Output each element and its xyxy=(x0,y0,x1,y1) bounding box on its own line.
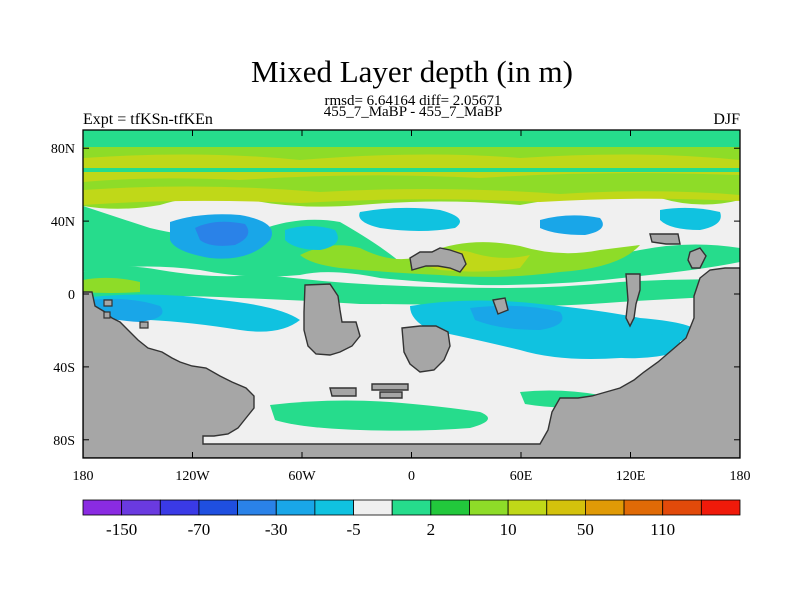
y-tick-label: 80S xyxy=(53,434,75,449)
land-asia-strip xyxy=(625,273,641,328)
land-island-south-3 xyxy=(379,391,403,399)
x-tick-label: 60W xyxy=(288,469,316,484)
y-tick-label: 0 xyxy=(68,288,75,303)
colorbar-swatch xyxy=(546,499,586,516)
colorbar-swatch xyxy=(82,499,123,516)
colorbar-swatch xyxy=(198,499,238,516)
land-island-japan xyxy=(687,247,707,269)
colorbar-swatch xyxy=(391,499,432,516)
chart-title: Mixed Layer depth (in m) xyxy=(251,54,573,89)
colorbar-swatch xyxy=(700,499,741,516)
colorbar-swatch xyxy=(623,499,664,516)
land-europe xyxy=(409,247,467,273)
colorbar-label: 50 xyxy=(577,520,594,539)
chart-subtitle-experiments: 455_7_MaBP - 455_7_MaBP xyxy=(323,104,503,120)
x-tick-label: 0 xyxy=(408,469,415,484)
land-south-america xyxy=(303,283,361,356)
colorbar-label: -150 xyxy=(106,520,137,539)
colorbar-swatch xyxy=(353,499,393,516)
x-tick-label: 60E xyxy=(510,469,533,484)
colorbar: -150 -70 -30 -5 2 10 50 110 xyxy=(82,499,741,539)
arctic-band xyxy=(83,130,740,147)
colorbar-label: 2 xyxy=(427,520,436,539)
x-tick-label: 120E xyxy=(616,469,646,484)
colorbar-swatch xyxy=(159,499,200,516)
colorbar-label: -70 xyxy=(188,520,211,539)
map-field xyxy=(83,130,740,458)
chart-subtitle-rmsd: rmsd= 6.64164 diff= 2.05671 xyxy=(324,93,502,109)
season-label: DJF xyxy=(713,111,740,128)
land-island-west-3 xyxy=(139,321,149,329)
tropical-green xyxy=(83,266,740,307)
y-axis: 80N 40N 0 40S 80S xyxy=(51,142,740,449)
land-island-west-2 xyxy=(103,311,111,319)
y-tick-label: 80N xyxy=(51,142,75,157)
land-island-west-1 xyxy=(103,299,113,307)
colorbar-label: 10 xyxy=(500,520,517,539)
north-asia-blue xyxy=(540,215,603,235)
north-pacific-deep-blue xyxy=(195,221,249,246)
colorbar-label: -5 xyxy=(346,520,360,539)
tropical-yellowgreen xyxy=(83,277,140,293)
northern-green-streak xyxy=(83,168,740,172)
northern-yellow-streak-2 xyxy=(83,186,740,205)
x-tick-label: 180 xyxy=(730,469,751,484)
x-tick-label: 180 xyxy=(73,469,94,484)
x-tick-label: 120W xyxy=(175,469,210,484)
colorbar-swatch xyxy=(275,499,316,516)
northwest-pacific-cyan xyxy=(660,207,721,230)
land-island-arabia xyxy=(492,297,509,315)
colorbar-label: 110 xyxy=(650,520,675,539)
land-island-northeast xyxy=(649,233,681,245)
land-island-south-1 xyxy=(329,387,357,397)
indian-ocean-blue xyxy=(470,305,563,330)
indian-ocean-cyan-2 xyxy=(598,333,680,359)
north-pacific-cyan xyxy=(285,226,338,250)
southern-ocean-green xyxy=(270,400,488,431)
y-tick-label: 40N xyxy=(51,215,75,230)
land-africa xyxy=(401,325,451,373)
y-tick-label: 40S xyxy=(53,361,75,376)
colorbar-swatch xyxy=(507,499,548,516)
colorbar-swatch xyxy=(314,499,354,516)
colorbar-label: -30 xyxy=(265,520,288,539)
colorbar-swatch xyxy=(662,499,702,516)
land-island-south-2 xyxy=(371,383,409,391)
colorbar-swatch xyxy=(430,499,470,516)
colorbar-swatch xyxy=(121,499,161,516)
colorbar-swatch xyxy=(469,499,509,516)
north-atlantic-cyan xyxy=(359,207,460,231)
experiment-label: Expt = tfKSn-tfKEn xyxy=(83,111,213,128)
x-axis: 180 120W 60W 0 60E 120E 180 xyxy=(73,130,751,484)
colorbar-swatch xyxy=(585,499,625,516)
land-antarctica-americas xyxy=(83,267,740,458)
colorbar-swatch xyxy=(237,499,277,516)
